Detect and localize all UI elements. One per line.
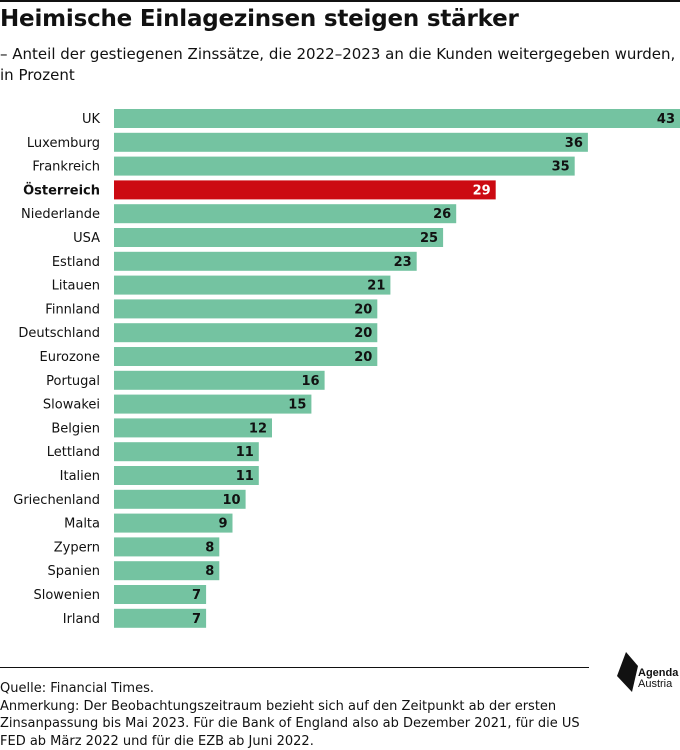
- methodology-note: Anmerkung: Der Beobachtungszeitraum bezi…: [0, 698, 600, 750]
- chart-title: Heimische Einlagezinsen steigen stärker: [0, 6, 670, 32]
- source-note: Quelle: Financial Times.: [0, 680, 600, 698]
- value-label: 15: [288, 398, 306, 413]
- category-label: Spanien: [47, 564, 100, 579]
- value-label: 43: [657, 112, 675, 127]
- category-label: Irland: [63, 612, 100, 627]
- category-label: Italien: [60, 469, 100, 484]
- category-label: USA: [73, 231, 100, 246]
- value-label: 7: [192, 612, 201, 627]
- logo-text: Agenda Austria: [638, 668, 678, 690]
- bar-zypern: [114, 537, 219, 556]
- category-label: Frankreich: [32, 160, 100, 175]
- category-label: Malta: [64, 517, 100, 532]
- category-label: Griechenland: [13, 493, 100, 508]
- value-label: 35: [552, 160, 570, 175]
- bar-deutschland: [114, 323, 377, 342]
- bar-malta: [114, 514, 233, 533]
- value-label: 8: [205, 540, 214, 555]
- category-label: Litauen: [52, 279, 100, 294]
- category-label: Eurozone: [40, 350, 100, 365]
- category-label: Portugal: [46, 374, 100, 389]
- value-label: 26: [433, 207, 451, 222]
- value-label: 20: [354, 326, 372, 341]
- category-label: Zypern: [54, 540, 100, 555]
- category-label: Lettland: [47, 445, 100, 460]
- bar-spanien: [114, 561, 219, 580]
- value-label: 20: [354, 302, 372, 317]
- chart-subtitle: – Anteil der gestiegenen Zinssätze, die …: [0, 44, 676, 86]
- bar-österreich: [114, 180, 496, 199]
- category-label: Slowakei: [43, 398, 100, 413]
- bar-uk: [114, 109, 680, 128]
- category-label: Slowenien: [33, 588, 100, 603]
- value-label: 25: [420, 231, 438, 246]
- value-label: 29: [473, 183, 491, 198]
- bar-finnland: [114, 299, 377, 318]
- bar-slowakei: [114, 395, 311, 414]
- value-label: 16: [302, 374, 320, 389]
- category-label: Österreich: [23, 182, 100, 198]
- top-rule: [0, 0, 680, 2]
- value-label: 11: [236, 445, 254, 460]
- bar-niederlande: [114, 204, 456, 223]
- value-label: 8: [205, 564, 214, 579]
- bar-usa: [114, 228, 443, 247]
- value-label: 21: [367, 279, 385, 294]
- value-label: 7: [192, 588, 201, 603]
- value-label: 12: [249, 421, 267, 436]
- category-label: Finnland: [45, 302, 100, 317]
- bar-chart: UK 43 Luxemburg 36 Frankreich 35 Österreich 29 N…: [0, 104, 680, 634]
- value-label: 36: [565, 136, 583, 151]
- bar-frankreich: [114, 157, 575, 176]
- footer: Quelle: Financial Times. Anmerkung: Der …: [0, 680, 600, 750]
- logo-word-austria: Austria: [638, 679, 678, 690]
- category-label: Belgien: [51, 421, 100, 436]
- value-label: 23: [394, 255, 412, 270]
- value-label: 9: [218, 517, 227, 532]
- category-label: Estland: [52, 255, 100, 270]
- bar-litauen: [114, 276, 390, 295]
- bar-estland: [114, 252, 417, 271]
- category-label: Niederlande: [21, 207, 100, 222]
- value-label: 20: [354, 350, 372, 365]
- bar-portugal: [114, 371, 325, 390]
- value-label: 10: [223, 493, 241, 508]
- category-label: Deutschland: [18, 326, 100, 341]
- category-label: Luxemburg: [27, 136, 100, 151]
- footer-rule: [0, 667, 589, 668]
- value-label: 11: [236, 469, 254, 484]
- bar-luxemburg: [114, 133, 588, 152]
- bar-eurozone: [114, 347, 377, 366]
- category-label: UK: [82, 112, 101, 127]
